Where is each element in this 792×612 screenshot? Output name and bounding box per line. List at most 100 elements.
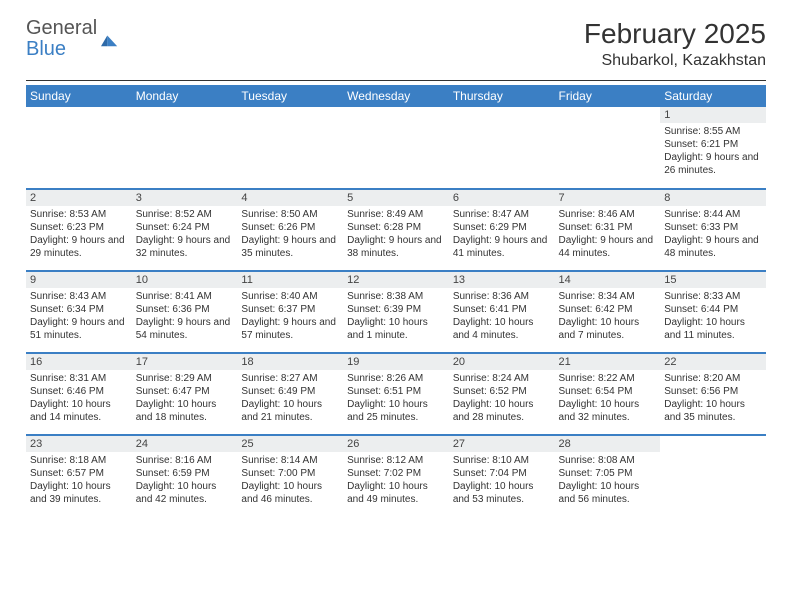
day-number: 15 [660,272,766,288]
day-details: Sunrise: 8:44 AMSunset: 6:33 PMDaylight:… [660,206,766,264]
day-number: 23 [26,436,132,452]
calendar-cell: 7Sunrise: 8:46 AMSunset: 6:31 PMDaylight… [555,189,661,271]
sunrise-text: Sunrise: 8:55 AM [664,125,762,138]
sunset-text: Sunset: 7:04 PM [453,467,551,480]
month-title: February 2025 [584,18,766,50]
day-number: 4 [237,190,343,206]
calendar-cell [237,107,343,189]
sunset-text: Sunset: 6:51 PM [347,385,445,398]
day-number: 20 [449,354,555,370]
sunset-text: Sunset: 6:28 PM [347,221,445,234]
sunrise-text: Sunrise: 8:08 AM [559,454,657,467]
weekday-header: Sunday Monday Tuesday Wednesday Thursday… [26,85,766,107]
daylight-text: Daylight: 10 hours and 4 minutes. [453,316,551,342]
sunset-text: Sunset: 6:34 PM [30,303,128,316]
calendar-cell: 15Sunrise: 8:33 AMSunset: 6:44 PMDayligh… [660,271,766,353]
day-details: Sunrise: 8:16 AMSunset: 6:59 PMDaylight:… [132,452,238,510]
sunrise-text: Sunrise: 8:40 AM [241,290,339,303]
day-details: Sunrise: 8:12 AMSunset: 7:02 PMDaylight:… [343,452,449,510]
sunset-text: Sunset: 6:47 PM [136,385,234,398]
day-details: Sunrise: 8:43 AMSunset: 6:34 PMDaylight:… [26,288,132,346]
sunrise-text: Sunrise: 8:18 AM [30,454,128,467]
weekday-fri: Friday [555,85,661,107]
day-number: 10 [132,272,238,288]
calendar-cell: 27Sunrise: 8:10 AMSunset: 7:04 PMDayligh… [449,435,555,517]
calendar-cell [26,107,132,189]
calendar-cell: 12Sunrise: 8:38 AMSunset: 6:39 PMDayligh… [343,271,449,353]
sunrise-text: Sunrise: 8:44 AM [664,208,762,221]
daylight-text: Daylight: 10 hours and 53 minutes. [453,480,551,506]
daylight-text: Daylight: 9 hours and 29 minutes. [30,234,128,260]
logo: General Blue [26,18,119,60]
sunrise-text: Sunrise: 8:49 AM [347,208,445,221]
weekday-thu: Thursday [449,85,555,107]
sunset-text: Sunset: 6:57 PM [30,467,128,480]
sunrise-text: Sunrise: 8:52 AM [136,208,234,221]
sunrise-text: Sunrise: 8:22 AM [559,372,657,385]
day-number: 21 [555,354,661,370]
daylight-text: Daylight: 9 hours and 57 minutes. [241,316,339,342]
sunrise-text: Sunrise: 8:53 AM [30,208,128,221]
daylight-text: Daylight: 9 hours and 54 minutes. [136,316,234,342]
day-number: 7 [555,190,661,206]
daylight-text: Daylight: 10 hours and 25 minutes. [347,398,445,424]
calendar-cell: 25Sunrise: 8:14 AMSunset: 7:00 PMDayligh… [237,435,343,517]
sunset-text: Sunset: 6:49 PM [241,385,339,398]
sunrise-text: Sunrise: 8:26 AM [347,372,445,385]
header: General Blue February 2025 Shubarkol, Ka… [26,18,766,70]
day-number: 16 [26,354,132,370]
daylight-text: Daylight: 10 hours and 42 minutes. [136,480,234,506]
daylight-text: Daylight: 10 hours and 32 minutes. [559,398,657,424]
calendar-cell: 2Sunrise: 8:53 AMSunset: 6:23 PMDaylight… [26,189,132,271]
calendar-cell: 17Sunrise: 8:29 AMSunset: 6:47 PMDayligh… [132,353,238,435]
calendar-cell: 5 Sunrise: 8:49 AMSunset: 6:28 PMDaylight… [343,189,449,271]
day-number: 5 [343,190,449,206]
calendar-row: 23 Sunrise: 8:18 AMSunset: 6:57 PM Dayligh… [26,435,766,517]
sunset-text: Sunset: 6:21 PM [664,138,762,151]
day-details: Sunrise: 8:26 AMSunset: 6:51 PMDaylight:… [343,370,449,428]
daylight-text: Daylight: 10 hours and 1 minute. [347,316,445,342]
sunset-text: Sunset: 6:37 PM [241,303,339,316]
sunset-text: Sunset: 6:52 PM [453,385,551,398]
calendar-cell: 3Sunrise: 8:52 AMSunset: 6:24 PMDaylight… [132,189,238,271]
daylight-text: Daylight: 10 hours and 18 minutes. [136,398,234,424]
sunset-text: Sunset: 6:42 PM [559,303,657,316]
calendar-cell: 4Sunrise: 8:50 AMSunset: 6:26 PMDaylight… [237,189,343,271]
calendar-cell: 26Sunrise: 8:12 AMSunset: 7:02 PMDayligh… [343,435,449,517]
sunrise-text: Sunrise: 8:41 AM [136,290,234,303]
day-details: Sunrise: 8:14 AMSunset: 7:00 PMDaylight:… [237,452,343,510]
day-details: Sunrise: 8:50 AMSunset: 6:26 PMDaylight:… [237,206,343,264]
day-number: 25 [237,436,343,452]
day-details: Sunrise: 8:10 AMSunset: 7:04 PMDaylight:… [449,452,555,510]
calendar-cell [555,107,661,189]
day-details: Sunrise: 8:31 AMSunset: 6:46 PMDaylight:… [26,370,132,428]
calendar-page: General Blue February 2025 Shubarkol, Ka… [0,0,792,527]
sunset-text: Sunset: 6:29 PM [453,221,551,234]
day-number: 26 [343,436,449,452]
calendar-cell [343,107,449,189]
sunrise-text: Sunrise: 8:31 AM [30,372,128,385]
sunset-text: Sunset: 7:05 PM [559,467,657,480]
sunrise-text: Sunrise: 8:29 AM [136,372,234,385]
calendar-cell: 23Sunrise: 8:18 AMSunset: 6:57 PMDayligh… [26,435,132,517]
day-number: 2 [26,190,132,206]
daylight-text: Daylight: 9 hours and 38 minutes. [347,234,445,260]
day-number: 6 [449,190,555,206]
day-details: Sunrise: 8:34 AMSunset: 6:42 PMDaylight:… [555,288,661,346]
day-number: 27 [449,436,555,452]
sunset-text: Sunset: 6:56 PM [664,385,762,398]
weekday-tue: Tuesday [237,85,343,107]
calendar-cell: 1Sunrise: 8:55 AMSunset: 6:21 PMDaylight… [660,107,766,189]
sunrise-text: Sunrise: 8:10 AM [453,454,551,467]
sunrise-text: Sunrise: 8:34 AM [559,290,657,303]
day-number: 1 [660,107,766,123]
day-number: 13 [449,272,555,288]
calendar-cell: 22Sunrise: 8:20 AMSunset: 6:56 PMDayligh… [660,353,766,435]
calendar-cell: 21 Sunrise: 8:22 AMSunset: 6:54 PMDayligh… [555,353,661,435]
sunset-text: Sunset: 6:54 PM [559,385,657,398]
sunrise-text: Sunrise: 8:36 AM [453,290,551,303]
sunset-text: Sunset: 7:02 PM [347,467,445,480]
calendar-cell [132,107,238,189]
daylight-text: Daylight: 9 hours and 44 minutes. [559,234,657,260]
sunset-text: Sunset: 6:31 PM [559,221,657,234]
